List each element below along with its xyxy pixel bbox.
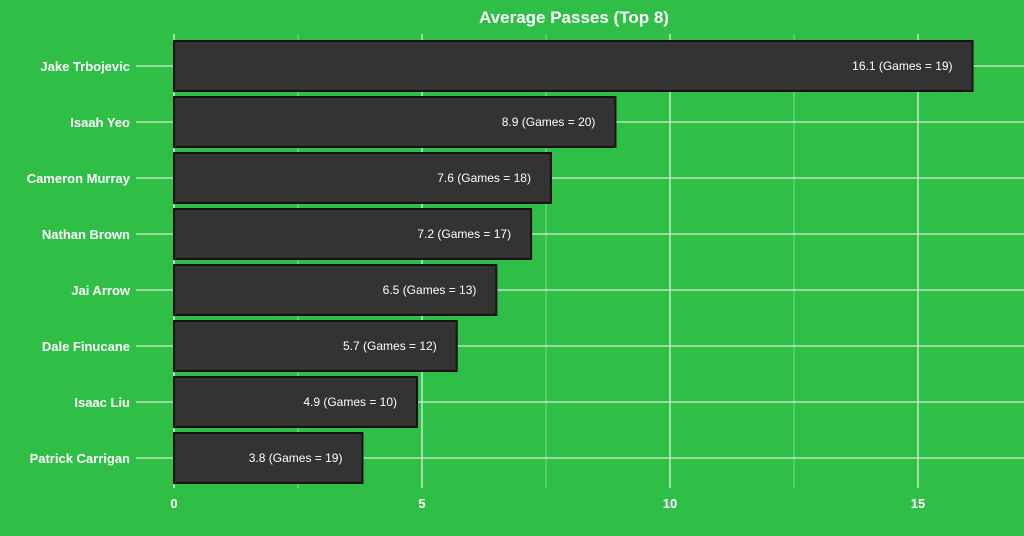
bar-data-label: 16.1 (Games = 19) [852,59,952,73]
category-label: Nathan Brown [42,227,130,242]
category-axis: Jake Trbojevic Isaah Yeo Cameron Murray Nat… [27,59,131,466]
category-label: Jake Trbojevic [40,59,130,74]
category-label: Patrick Carrigan [30,451,130,466]
chart-title: Average Passes (Top 8) [479,8,669,27]
bar [173,432,364,484]
bar [173,320,458,372]
bar-data-label: 6.5 (Games = 13) [383,283,477,297]
bar-data-label: 4.9 (Games = 10) [303,395,397,409]
bar-data-label: 7.2 (Games = 17) [417,227,511,241]
x-tick-label: 15 [911,496,925,511]
x-tick-label: 10 [663,496,677,511]
value-axis: 0 5 10 15 [170,496,925,511]
x-tick-label: 5 [418,496,425,511]
bar [173,208,533,260]
bar-data-label: 7.6 (Games = 18) [437,171,531,185]
bar [173,152,552,204]
x-tick-label: 0 [170,496,177,511]
bar [173,376,419,428]
category-label: Isaac Liu [74,395,130,410]
category-label: Isaah Yeo [70,115,130,130]
category-label: Jai Arrow [71,283,131,298]
bar [173,264,498,316]
bar-data-label: 8.9 (Games = 20) [502,115,596,129]
bar [173,40,974,92]
bar [173,96,617,148]
bar-data-label: 5.7 (Games = 12) [343,339,437,353]
bars: 16.1 (Games = 19) 8.9 (Games = 20) 7.6 (Ga… [173,40,974,484]
category-label: Cameron Murray [27,171,131,186]
category-label: Dale Finucane [42,339,130,354]
bar-data-label: 3.8 (Games = 19) [249,451,343,465]
